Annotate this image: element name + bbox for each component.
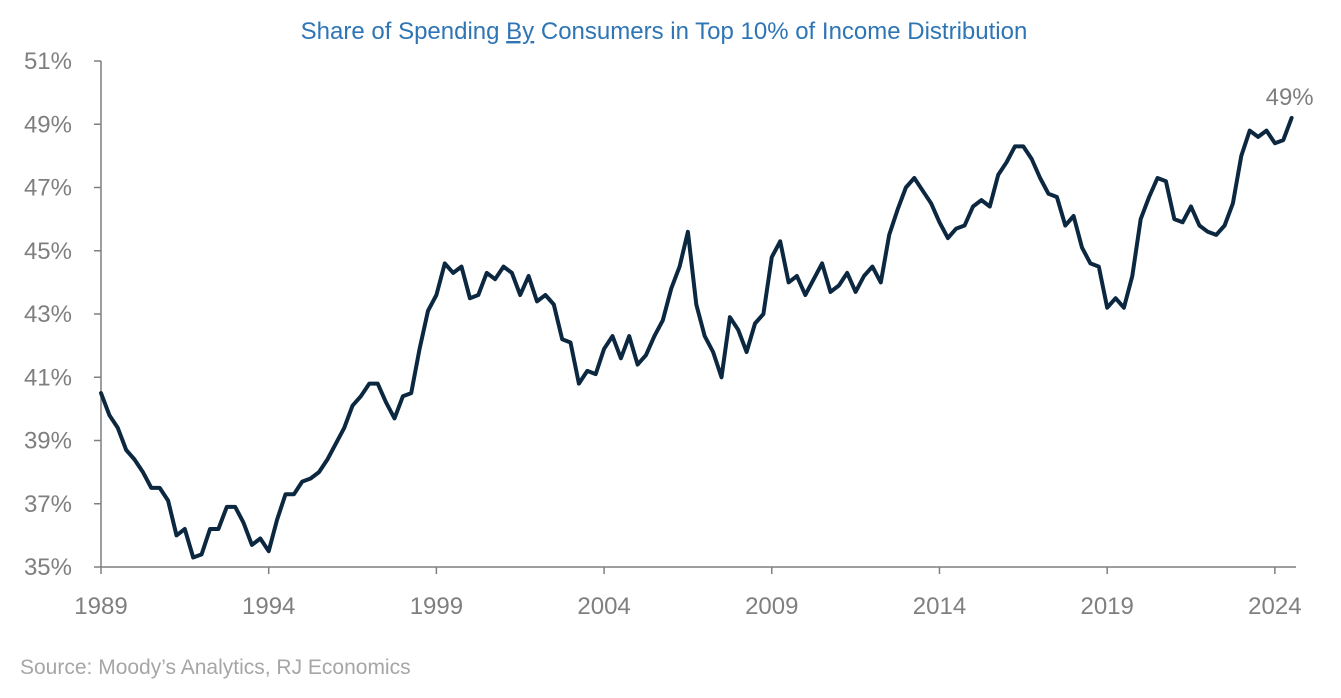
y-tick-label: 45% bbox=[24, 238, 72, 265]
series-group bbox=[99, 115, 1294, 560]
y-tick-label: 47% bbox=[24, 175, 72, 202]
x-tick-label: 2014 bbox=[913, 593, 966, 620]
x-tick-label: 2024 bbox=[1248, 593, 1301, 620]
last-value-annotation: 49% bbox=[1266, 84, 1314, 111]
chart-title-part: By bbox=[506, 18, 534, 45]
series-line bbox=[99, 115, 1294, 560]
x-tick-label: 1994 bbox=[242, 593, 295, 620]
chart-title-part: Share of Spending bbox=[301, 18, 507, 45]
source-note: Source: Moody’s Analytics, RJ Economics bbox=[20, 656, 411, 679]
y-tick-label: 37% bbox=[24, 491, 72, 518]
y-axis: 35% 37% 39% 41% 43% 45% 47% 49% 51% bbox=[24, 48, 102, 581]
chart-title: Share of Spending By Consumers in Top 10… bbox=[301, 18, 1028, 45]
y-tick-label: 51% bbox=[24, 48, 72, 75]
y-tick-label: 43% bbox=[24, 301, 72, 328]
y-tick-label: 49% bbox=[24, 111, 72, 138]
y-tick-label: 35% bbox=[24, 554, 72, 581]
y-tick-label: 41% bbox=[24, 364, 72, 391]
x-tick-label: 1989 bbox=[74, 593, 127, 620]
x-axis: 1989 1994 1999 2004 2009 2014 2019 2024 bbox=[74, 566, 1302, 620]
chart-title-part: Consumers in Top 10% of Income Distribut… bbox=[534, 18, 1027, 45]
x-tick-label: 2004 bbox=[577, 593, 630, 620]
x-tick-label: 2009 bbox=[745, 593, 798, 620]
x-tick-label: 2019 bbox=[1080, 593, 1133, 620]
x-tick-label: 1999 bbox=[410, 593, 463, 620]
y-tick-label: 39% bbox=[24, 428, 72, 455]
